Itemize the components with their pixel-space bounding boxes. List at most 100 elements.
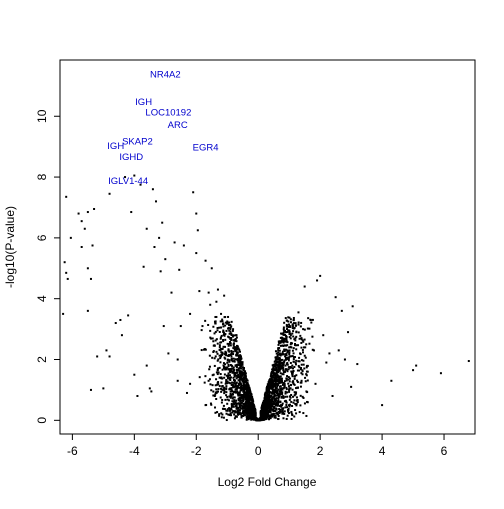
background-point — [294, 344, 297, 347]
background-point — [224, 382, 227, 385]
data-point — [328, 352, 331, 355]
data-point — [179, 325, 182, 328]
background-point — [295, 402, 298, 405]
background-point — [229, 371, 232, 374]
background-point — [291, 325, 294, 328]
background-point — [302, 363, 305, 366]
data-point — [158, 236, 161, 239]
background-point — [282, 395, 285, 398]
background-point — [218, 414, 221, 417]
background-point — [240, 412, 243, 415]
background-point — [264, 400, 267, 403]
background-point — [274, 394, 277, 397]
background-point — [235, 340, 238, 343]
data-point — [340, 309, 343, 312]
background-point — [292, 367, 295, 370]
background-point — [222, 364, 225, 367]
background-point — [288, 336, 291, 339]
background-point — [234, 372, 237, 375]
background-point — [242, 397, 245, 400]
background-point — [294, 324, 297, 327]
background-point — [209, 402, 212, 405]
background-point — [277, 367, 280, 370]
background-point — [248, 389, 251, 392]
background-point — [283, 350, 286, 353]
data-point — [196, 229, 199, 232]
background-point — [228, 353, 231, 356]
background-point — [271, 388, 274, 391]
gene-label: EGR4 — [193, 143, 219, 154]
background-point — [235, 407, 238, 410]
background-point — [225, 354, 228, 357]
background-point — [230, 394, 233, 397]
background-point — [227, 355, 230, 358]
background-point — [249, 392, 252, 395]
background-point — [222, 367, 225, 370]
background-point — [217, 358, 220, 361]
background-point — [226, 366, 229, 369]
background-point — [224, 363, 227, 366]
data-point — [275, 367, 278, 370]
background-point — [271, 415, 274, 418]
background-point — [242, 398, 245, 401]
background-point — [299, 385, 302, 388]
background-point — [219, 361, 222, 364]
background-point — [297, 321, 300, 324]
background-point — [257, 419, 260, 422]
background-point — [276, 358, 279, 361]
background-point — [305, 390, 308, 393]
background-point — [239, 409, 242, 412]
background-point — [273, 363, 276, 366]
data-point — [223, 376, 226, 379]
data-point — [302, 328, 305, 331]
background-point — [236, 352, 239, 355]
background-point — [285, 352, 288, 355]
background-point — [234, 401, 237, 404]
background-point — [272, 372, 275, 375]
background-point — [245, 394, 248, 397]
background-point — [280, 379, 283, 382]
data-point — [65, 195, 68, 198]
background-point — [240, 402, 243, 405]
background-point — [252, 409, 255, 412]
data-point — [155, 200, 158, 203]
background-point — [239, 373, 242, 376]
background-point — [301, 373, 304, 376]
background-point — [282, 328, 285, 331]
background-point — [292, 352, 295, 355]
background-point — [267, 407, 270, 410]
background-point — [232, 384, 235, 387]
background-point — [263, 404, 266, 407]
background-point — [232, 405, 235, 408]
background-point — [282, 387, 285, 390]
background-point — [291, 323, 294, 326]
background-point — [230, 407, 233, 410]
background-point — [277, 401, 280, 404]
background-point — [243, 388, 246, 391]
background-point — [282, 407, 285, 410]
background-point — [220, 347, 223, 350]
background-point — [274, 399, 277, 402]
background-point — [260, 412, 263, 415]
background-point — [295, 412, 298, 415]
background-point — [225, 368, 228, 371]
background-point — [238, 380, 241, 383]
data-point — [91, 244, 94, 247]
data-point — [86, 267, 89, 270]
background-point — [238, 357, 241, 360]
background-point — [240, 399, 243, 402]
background-point — [233, 382, 236, 385]
background-point — [286, 324, 289, 327]
background-point — [274, 372, 277, 375]
data-point — [185, 391, 188, 394]
background-point — [242, 413, 245, 416]
data-point — [96, 355, 99, 358]
background-point — [304, 356, 307, 359]
background-point — [308, 327, 311, 330]
background-point — [291, 372, 294, 375]
background-point — [214, 406, 217, 409]
background-point — [229, 377, 232, 380]
background-point — [211, 374, 214, 377]
background-point — [277, 383, 280, 386]
